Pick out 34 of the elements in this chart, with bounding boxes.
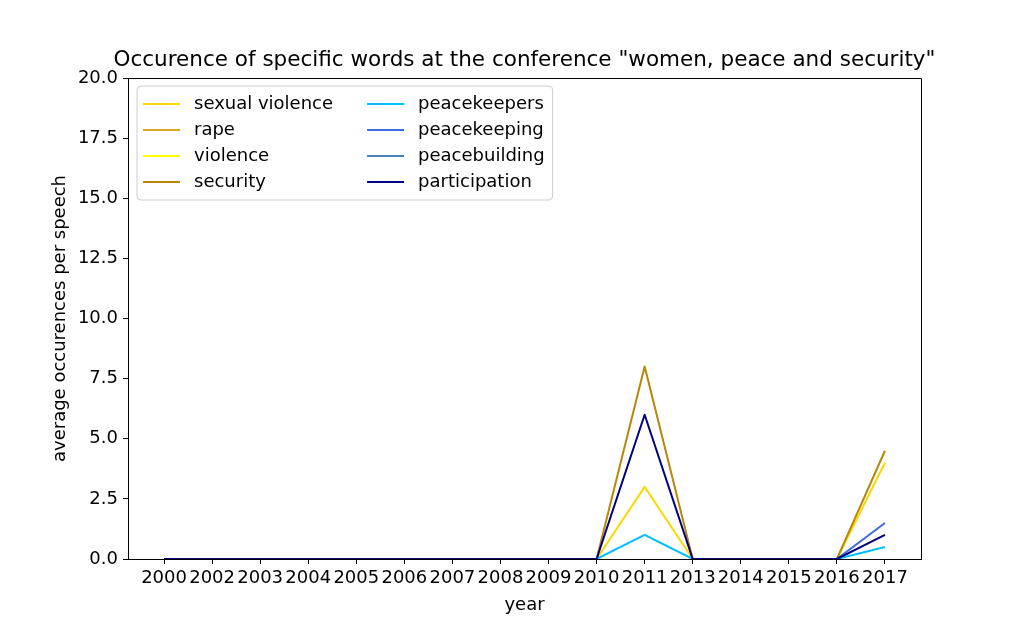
legend-label: security	[194, 169, 267, 191]
x-tick-label: 2017	[862, 566, 908, 588]
x-tick-label: 2007	[429, 566, 476, 588]
x-tick-label: 2015	[765, 566, 812, 588]
y-tick-label: 12.5	[77, 246, 118, 268]
legend-label: violence	[194, 143, 270, 165]
y-tick-label: 15.0	[77, 185, 118, 207]
x-axis-title: year	[504, 592, 546, 614]
x-tick-label: 2008	[477, 566, 524, 588]
legend-label: participation	[418, 169, 532, 191]
legend-label: peacebuilding	[418, 143, 545, 165]
legend-label: peacekeepers	[418, 91, 544, 113]
x-tick-label: 2004	[285, 566, 332, 588]
x-tick-label: 2016	[813, 566, 860, 588]
y-axis-title: average occurences per speech	[47, 174, 69, 463]
y-tick-label: 10.0	[77, 306, 118, 328]
legend-label: sexual violence	[194, 91, 334, 113]
x-tick-label: 2013	[669, 566, 716, 588]
x-tick-label: 2005	[333, 566, 380, 588]
x-tick-label: 2014	[717, 566, 764, 588]
x-tick-label: 2011	[621, 566, 668, 588]
x-tick-label: 2009	[525, 566, 572, 588]
y-tick-label: 7.5	[89, 366, 118, 388]
x-tick-label: 2002	[189, 566, 236, 588]
x-tick-label: 2010	[573, 566, 620, 588]
x-tick-label: 2006	[381, 566, 428, 588]
legend-label: peacekeeping	[418, 117, 544, 139]
y-tick-label: 0.0	[89, 546, 118, 568]
y-tick-label: 2.5	[89, 486, 118, 508]
x-tick-label: 2000	[141, 566, 187, 588]
y-tick-label: 17.5	[77, 125, 118, 147]
x-tick-label: 2003	[237, 566, 284, 588]
legend-label: rape	[194, 117, 235, 139]
y-tick-label: 5.0	[89, 426, 118, 448]
